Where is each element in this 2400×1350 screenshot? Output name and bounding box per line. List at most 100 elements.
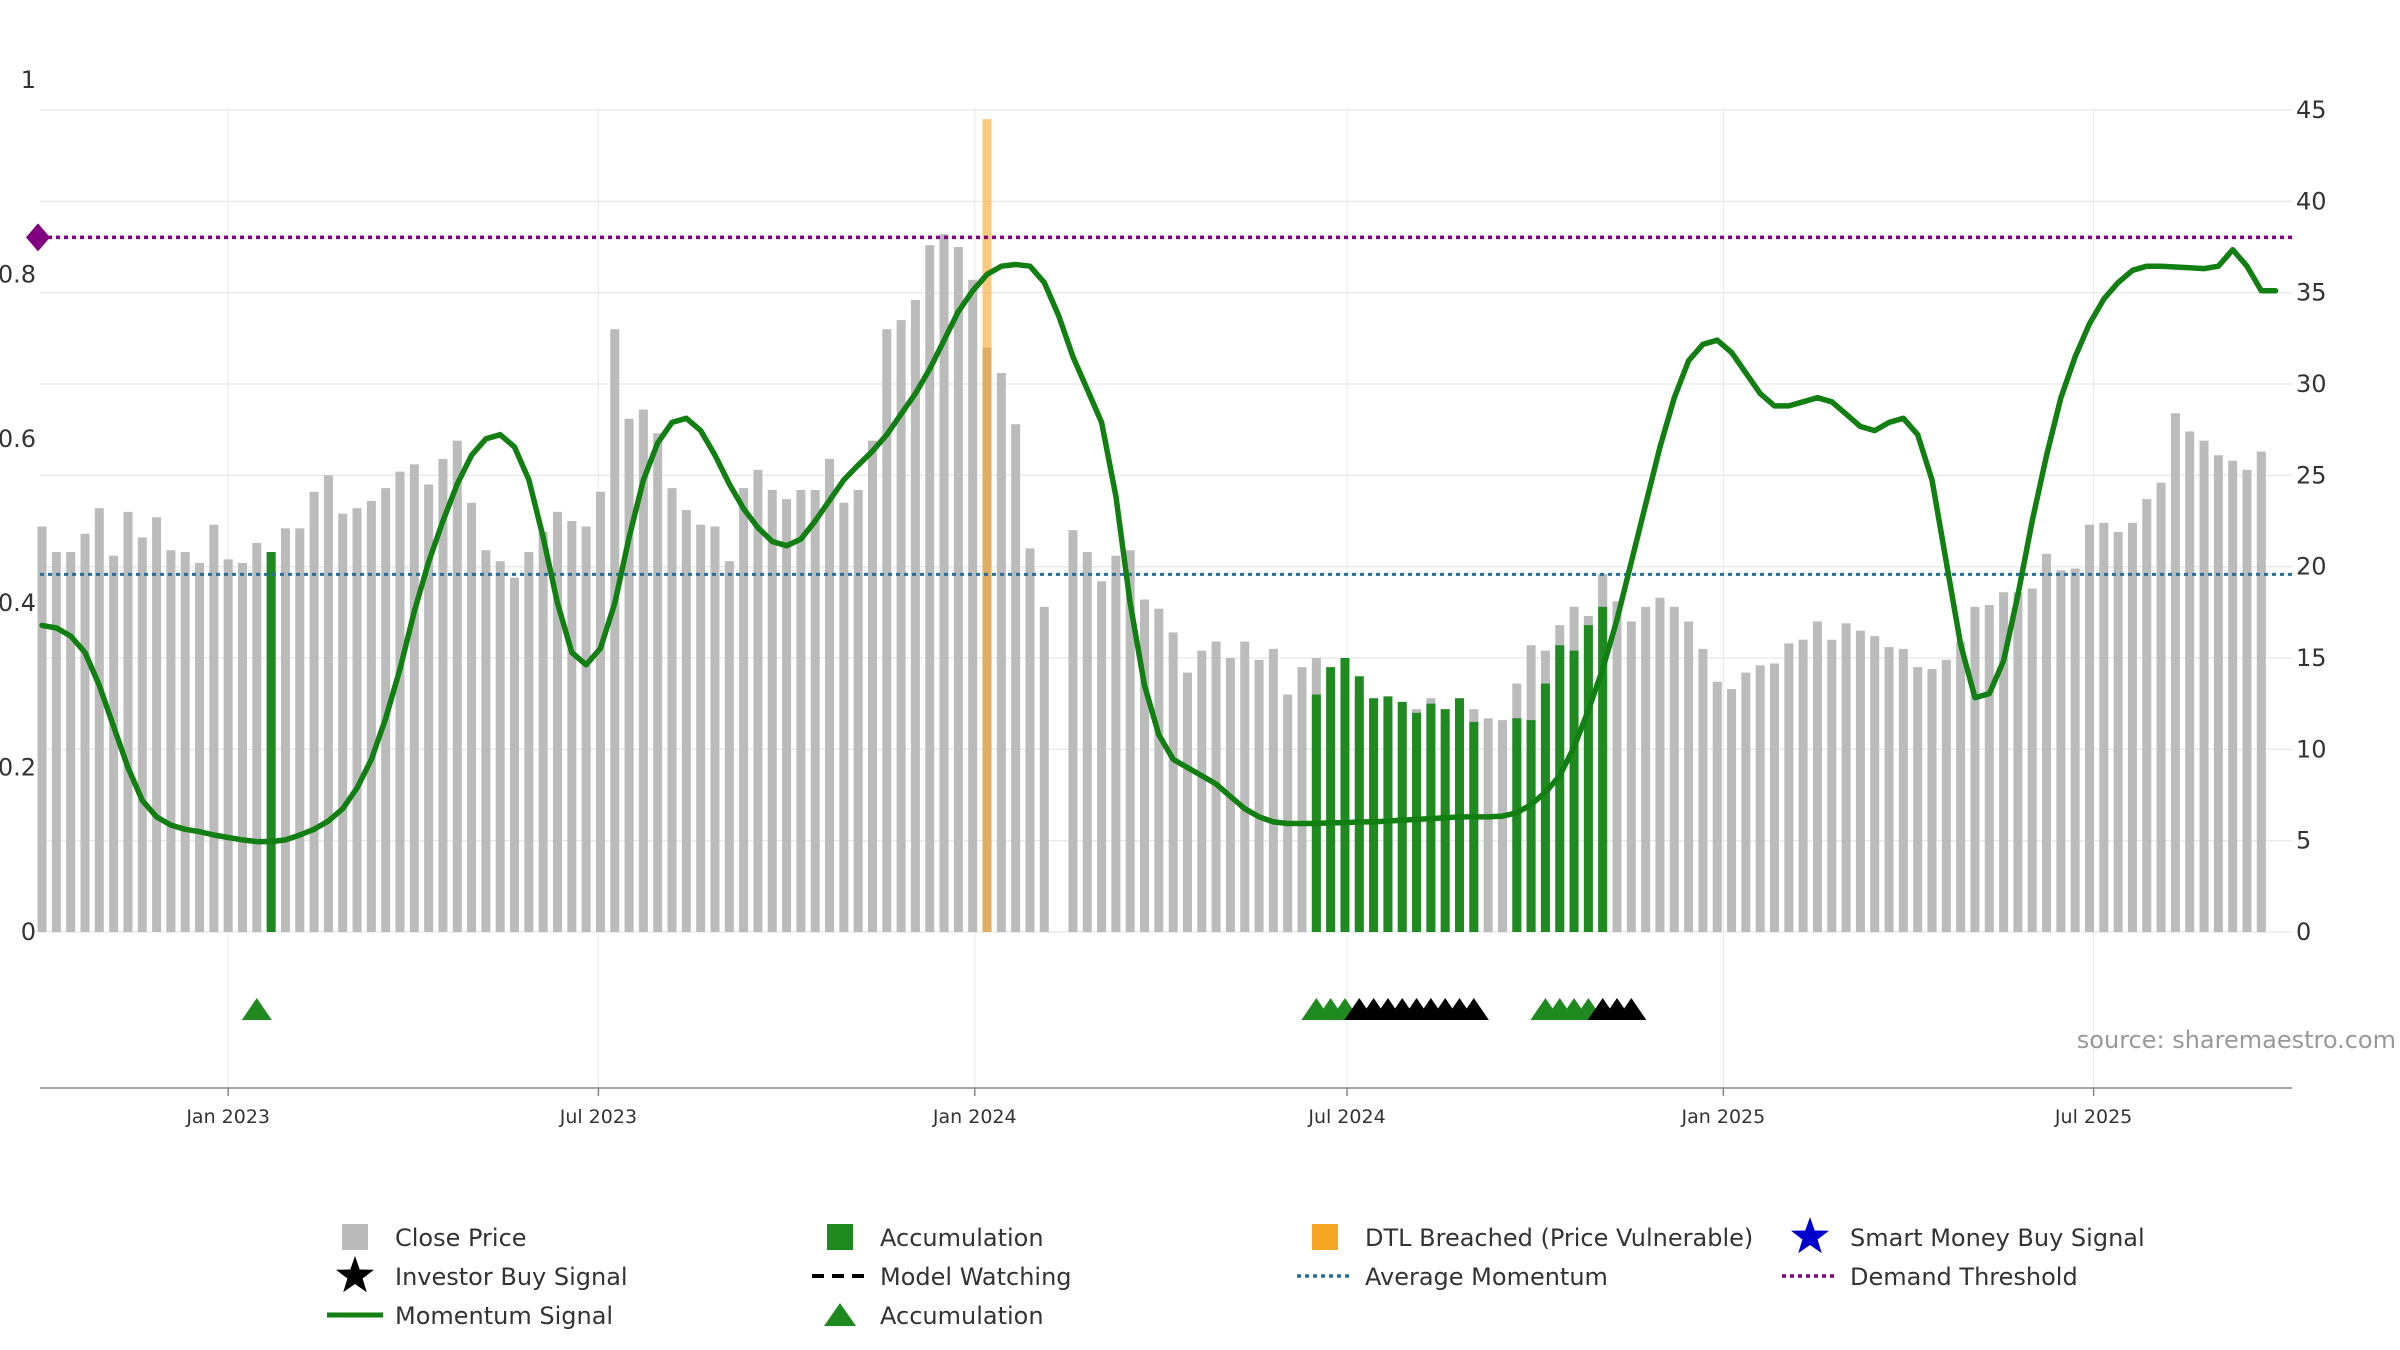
close-price-bar (2142, 499, 2152, 932)
legend-item: DTL Breached (Price Vulnerable) (1312, 1224, 1753, 1252)
x-axis-tick-label: Jan 2025 (1681, 1106, 1766, 1128)
close-price-bar (581, 526, 591, 932)
close-price-bar (510, 577, 520, 932)
legend-item: Accumulation (824, 1302, 1044, 1330)
close-price-bar (595, 491, 605, 932)
close-price-bar (1268, 648, 1278, 932)
accumulation-bar (1512, 718, 1522, 932)
price-bars (37, 119, 2266, 933)
right-axis-tick-label: 25 (2296, 461, 2327, 489)
accumulation-bar (1369, 698, 1379, 932)
legend-item: Smart Money Buy Signal (1791, 1217, 2145, 1254)
legend-label: Investor Buy Signal (395, 1263, 628, 1291)
legend-label: Average Momentum (1365, 1263, 1608, 1291)
close-price-bar (925, 245, 935, 932)
right-axis-tick-label: 0 (2296, 918, 2311, 946)
legend-item: Momentum Signal (327, 1302, 613, 1330)
legend-label: Close Price (395, 1224, 527, 1252)
accumulation-bar (266, 552, 276, 932)
close-price-bar (667, 488, 677, 932)
legend-triangle (824, 1303, 856, 1326)
close-price-bar (1483, 718, 1493, 932)
legend-item: Accumulation (827, 1224, 1044, 1252)
close-price-bar (166, 550, 176, 932)
close-price-bar (1855, 630, 1865, 932)
close-price-bar (696, 524, 706, 932)
left-axis-tick-label: 0.4 (0, 589, 36, 617)
close-price-bar (80, 533, 90, 932)
close-price-bar (438, 458, 448, 932)
close-price-bar (424, 484, 434, 932)
left-axis-tick-label: 0 (21, 918, 36, 946)
close-price-bar (295, 528, 305, 932)
close-price-bar (1841, 623, 1851, 932)
close-price-bar (1669, 606, 1679, 932)
x-axis-tick-label: Jan 2024 (932, 1106, 1017, 1128)
close-price-bar (552, 511, 562, 932)
close-price-bar (1140, 599, 1150, 932)
close-price-bar (409, 464, 419, 932)
close-price-bar (366, 500, 376, 932)
left-axis-tick-label: 0.2 (0, 754, 36, 782)
close-price-bar (810, 489, 820, 932)
close-price-bar (94, 508, 104, 932)
close-price-bar (767, 489, 777, 932)
close-price-bar (2099, 522, 2109, 932)
close-price-bar (1168, 632, 1178, 932)
close-price-bar (223, 559, 233, 932)
close-price-bar (739, 488, 749, 932)
close-price-bar (882, 329, 892, 932)
close-price-bar (1698, 648, 1708, 932)
accumulation-bar (1583, 625, 1593, 932)
accumulation-bar (1354, 676, 1364, 932)
close-price-bar (495, 561, 505, 932)
close-price-bar (2228, 460, 2238, 932)
close-price-bar (152, 517, 162, 932)
close-price-bar (2056, 570, 2066, 932)
close-price-bar (1068, 530, 1078, 932)
close-price-bar (2042, 553, 2052, 932)
close-price-bar (1254, 659, 1264, 932)
close-price-bar (753, 469, 763, 932)
close-price-bar (323, 475, 333, 932)
close-price-bar (1655, 597, 1665, 932)
accumulation-bar (1469, 721, 1479, 932)
close-price-bar (209, 524, 219, 932)
legend-label: Accumulation (880, 1302, 1044, 1330)
close-price-bar (1970, 606, 1980, 932)
close-price-bar (1039, 606, 1049, 932)
accumulation-bar (1440, 709, 1450, 932)
close-price-bar (910, 299, 920, 932)
close-price-bar (2027, 588, 2037, 932)
close-price-bar (123, 511, 133, 932)
close-price-bar (1626, 621, 1636, 932)
close-price-bar (1612, 601, 1622, 932)
close-price-bar (395, 471, 405, 932)
close-price-bar (1712, 681, 1722, 932)
close-price-bar (1097, 581, 1107, 932)
close-price-bar (1297, 667, 1307, 932)
close-price-bar (953, 247, 963, 932)
legend-item: Average Momentum (1297, 1263, 1608, 1291)
accumulation-marker (241, 998, 272, 1020)
right-axis-tick-label: 15 (2296, 644, 2327, 672)
close-price-bar (2170, 413, 2180, 932)
close-price-bar (638, 409, 648, 932)
close-price-bar (2242, 469, 2252, 932)
close-price-bar (1197, 650, 1207, 932)
close-price-bar (280, 528, 290, 932)
close-price-bar (51, 552, 61, 932)
close-price-bar (1111, 555, 1121, 932)
close-price-bar (66, 552, 76, 932)
close-price-bar (1684, 621, 1694, 932)
close-price-bar (1283, 694, 1293, 932)
close-price-bar (338, 513, 348, 932)
legend-label: Momentum Signal (395, 1302, 613, 1330)
x-axis-tick-label: Jan 2023 (185, 1106, 270, 1128)
close-price-bar (1956, 641, 1966, 932)
close-price-bar (825, 458, 835, 932)
legend-star-icon (1791, 1217, 1829, 1254)
accumulation-bar (1397, 701, 1407, 932)
lines (26, 223, 2292, 845)
